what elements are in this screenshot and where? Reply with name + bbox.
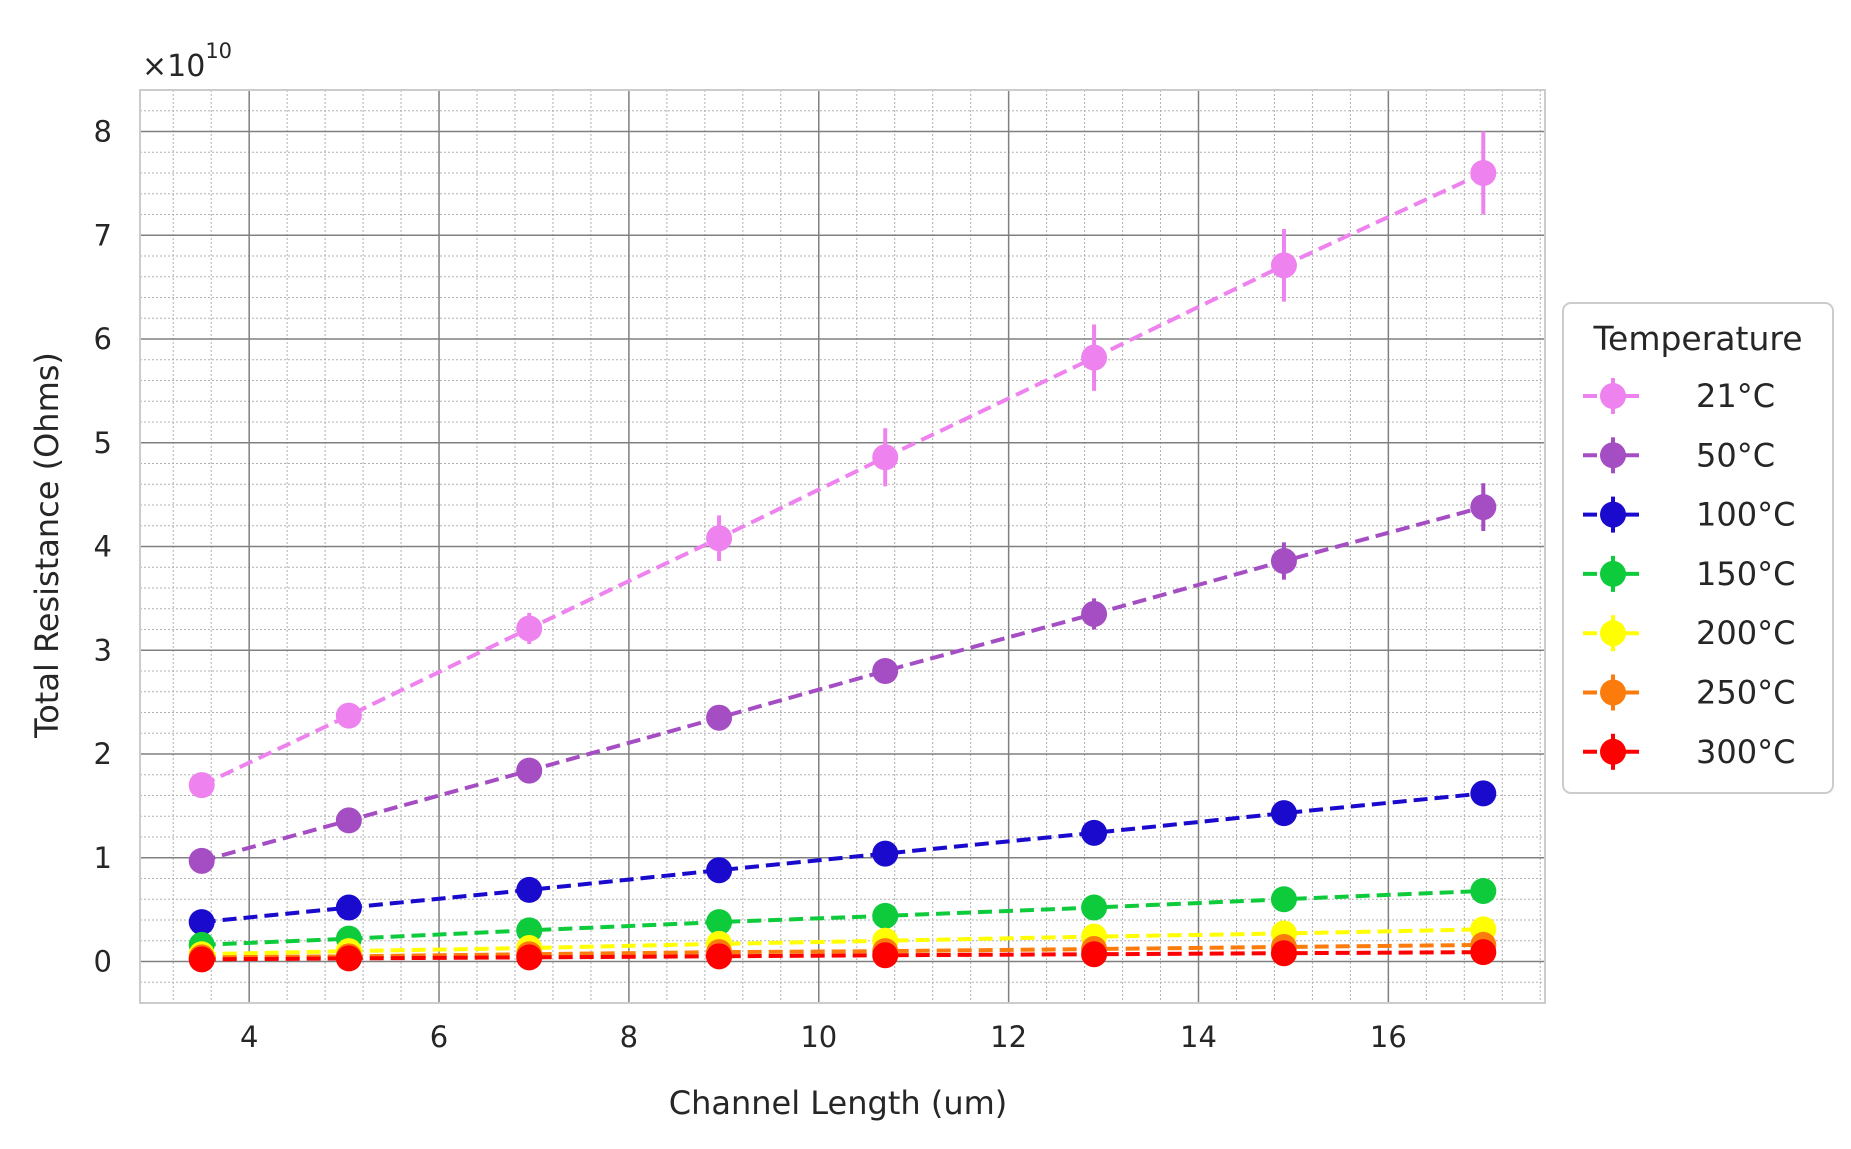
- data-point: [335, 894, 362, 921]
- data-point: [872, 942, 899, 969]
- data-point: [516, 757, 543, 784]
- legend-swatch-marker: [1600, 620, 1626, 647]
- data-point: [1270, 548, 1297, 575]
- y-axis-offset-exponent: 10: [205, 39, 232, 63]
- x-axis-title: Channel Length (um): [669, 1084, 1008, 1122]
- y-tick-label: 8: [94, 115, 112, 149]
- data-point: [706, 704, 733, 731]
- data-point: [1270, 886, 1297, 913]
- data-point: [335, 702, 362, 729]
- series-line: [201, 927, 1484, 957]
- x-tick-label: 12: [990, 1020, 1027, 1054]
- data-point: [1081, 894, 1108, 921]
- series-layer: [188, 131, 1497, 973]
- x-tick-label: 10: [800, 1020, 837, 1054]
- legend-label: 21°C: [1696, 377, 1775, 415]
- data-point: [1270, 800, 1297, 827]
- x-tick-label: 4: [240, 1020, 258, 1054]
- legend-item: 100°C: [1583, 496, 1795, 534]
- legend-title: Temperature: [1592, 319, 1802, 358]
- plot-frame: [139, 89, 1546, 1004]
- series-line: [201, 791, 1484, 925]
- data-point: [516, 876, 543, 903]
- series-line: [201, 888, 1484, 947]
- series-line: [201, 950, 1484, 962]
- series-line: [200, 171, 1485, 787]
- major-grid: [140, 90, 1545, 1003]
- y-tick-label: 7: [94, 218, 112, 252]
- y-tick-label: 6: [94, 322, 112, 356]
- data-point: [1081, 344, 1108, 371]
- data-point: [1081, 600, 1108, 627]
- data-point: [1470, 877, 1497, 904]
- data-point: [188, 847, 215, 874]
- legend-item: 250°C: [1583, 674, 1795, 712]
- series-line: [201, 942, 1484, 960]
- legend-item: 150°C: [1583, 555, 1795, 593]
- legend: Temperature 21°C 50°C 100°C 150°C 200°C 250°C…: [1562, 302, 1834, 794]
- series-group: [188, 939, 1497, 973]
- data-point: [1081, 819, 1108, 846]
- series-group: [188, 131, 1497, 799]
- data-point: [706, 943, 733, 970]
- data-point: [872, 658, 899, 684]
- x-tick-label: 8: [620, 1020, 638, 1054]
- legend-label: 150°C: [1696, 555, 1795, 593]
- data-point: [1081, 941, 1108, 968]
- y-tick-label: 4: [94, 530, 112, 564]
- legend-item: 300°C: [1583, 733, 1795, 771]
- data-point: [516, 615, 543, 642]
- legend-swatch-marker: [1600, 501, 1626, 528]
- legend-items: 21°C 50°C 100°C 150°C 200°C 250°C 300°C: [1583, 377, 1795, 771]
- y-axis-offset: ×1010: [142, 39, 232, 84]
- legend-swatch-marker: [1600, 679, 1626, 706]
- legend-label: 200°C: [1696, 614, 1795, 652]
- legend-label: 250°C: [1696, 674, 1795, 712]
- y-tick-labels: 0 1 2 3 4 5 6 7 8: [94, 115, 112, 979]
- legend-item: 50°C: [1583, 436, 1775, 474]
- x-tick-label: 16: [1370, 1020, 1407, 1054]
- data-point: [188, 909, 215, 936]
- data-point: [1270, 252, 1297, 279]
- y-tick-label: 5: [94, 426, 112, 460]
- data-point: [872, 840, 899, 867]
- data-point: [335, 945, 362, 972]
- legend-swatch-marker: [1600, 560, 1626, 587]
- series-group: [188, 483, 1497, 874]
- y-tick-label: 1: [94, 841, 112, 875]
- data-point: [706, 857, 733, 884]
- data-point: [706, 909, 733, 936]
- y-axis-offset-base: ×10: [142, 49, 205, 84]
- legend-box: [1562, 302, 1834, 794]
- data-point: [1270, 940, 1297, 967]
- data-point: [335, 807, 362, 834]
- legend-swatch-marker: [1600, 383, 1626, 409]
- data-point: [1470, 160, 1497, 186]
- data-point: [188, 772, 215, 799]
- data-point: [872, 444, 899, 471]
- legend-item: 21°C: [1583, 377, 1775, 415]
- data-point: [188, 946, 215, 973]
- data-point: [706, 525, 733, 552]
- x-tick-labels: 4 6 8 10 12 14 16: [240, 1020, 1407, 1054]
- legend-swatch-marker: [1600, 442, 1626, 469]
- x-tick-label: 6: [430, 1020, 448, 1054]
- data-point: [1470, 494, 1497, 521]
- data-point: [516, 944, 543, 971]
- series-group: [188, 780, 1497, 936]
- legend-label: 50°C: [1696, 436, 1775, 474]
- y-tick-label: 2: [94, 737, 112, 771]
- x-tick-label: 14: [1180, 1020, 1217, 1054]
- legend-swatch-marker: [1600, 738, 1626, 765]
- data-point: [1470, 780, 1497, 807]
- legend-label: 100°C: [1696, 496, 1795, 534]
- y-tick-label: 3: [94, 633, 112, 667]
- y-tick-label: 0: [94, 945, 112, 979]
- legend-label: 300°C: [1696, 733, 1795, 771]
- data-point: [872, 902, 899, 929]
- legend-item: 200°C: [1583, 614, 1795, 652]
- data-point: [1470, 939, 1497, 966]
- y-axis-title: Total Resistance (Ohms): [28, 352, 66, 739]
